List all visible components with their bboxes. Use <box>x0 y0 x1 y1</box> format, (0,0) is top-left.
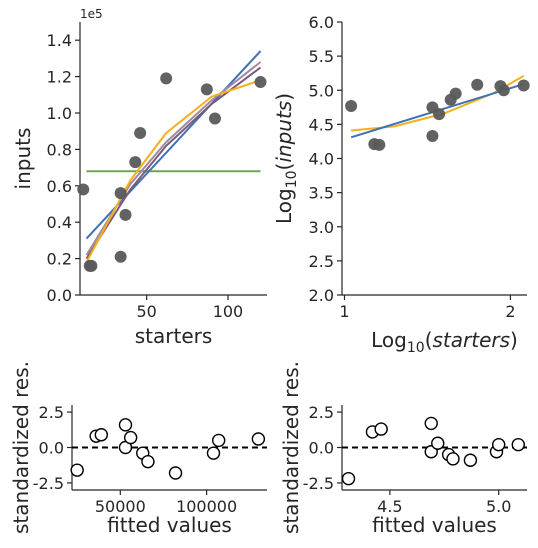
y-tick-label: 3.0 <box>309 218 334 237</box>
data-point <box>431 436 445 450</box>
y-tick-label: 0.0 <box>39 439 64 458</box>
data-point <box>341 471 356 486</box>
data-point <box>345 99 358 112</box>
data-point <box>497 84 510 97</box>
data-point <box>206 446 221 460</box>
x-axis-label: fitted values <box>372 513 497 537</box>
y-tick-label: 2.0 <box>309 286 334 305</box>
y-axis-label: Log10(inputs) <box>272 93 300 224</box>
data-point <box>374 422 388 436</box>
y-tick-label: 0.0 <box>309 439 334 458</box>
data-point <box>77 183 90 196</box>
y-axis-label: inputs <box>11 128 35 190</box>
data-point <box>373 138 386 151</box>
y-tick-label: -2.5 <box>33 474 64 493</box>
data-point <box>492 437 506 452</box>
data-point <box>134 127 147 140</box>
x-tick-label: 1 <box>339 302 349 321</box>
y-tick-label: 4.5 <box>309 115 334 134</box>
data-point <box>94 428 109 442</box>
y-tick-label: 2.5 <box>309 252 334 271</box>
fit-line <box>85 66 262 260</box>
data-point <box>426 129 439 142</box>
y-axis-label: standardized res. <box>9 361 33 534</box>
y-tick-label: 0.6 <box>47 177 72 196</box>
y-axis-label: standardized res. <box>279 361 303 534</box>
data-point <box>446 452 460 466</box>
fit-line <box>85 50 262 240</box>
data-point <box>463 453 478 467</box>
data-point <box>449 87 462 100</box>
y-tick-label: -2.5 <box>303 474 334 493</box>
x-tick-label: 5.0 <box>486 497 511 516</box>
data-point <box>119 208 132 221</box>
data-point <box>129 156 142 169</box>
data-point <box>168 466 183 480</box>
data-point <box>141 454 155 469</box>
y-tick-label: 2.5 <box>39 403 64 422</box>
data-point <box>114 250 127 263</box>
x-tick-label: 4.5 <box>377 497 402 516</box>
data-point <box>85 259 98 272</box>
y-tick-label: 5.5 <box>309 47 334 66</box>
x-tick-label: 2 <box>505 302 515 321</box>
data-point <box>424 416 438 431</box>
y-tick-label: 1.4 <box>47 31 72 50</box>
data-point <box>433 108 446 121</box>
y-tick-label: 0.0 <box>47 286 72 305</box>
data-point <box>123 430 138 445</box>
data-point <box>118 418 133 432</box>
x-axis-label: fitted values <box>107 513 232 537</box>
y-tick-label: 6.0 <box>309 13 334 32</box>
y-tick-label: 1.2 <box>47 68 72 87</box>
x-tick-label: 50000 <box>95 497 146 516</box>
data-point <box>251 432 266 446</box>
y-tick-label: 4.0 <box>309 150 334 169</box>
data-point <box>160 72 173 85</box>
data-point <box>208 112 221 125</box>
x-tick-label: 50 <box>136 302 156 321</box>
data-point <box>517 79 530 92</box>
x-axis-label: starters <box>135 324 213 348</box>
y-tick-label: 3.5 <box>309 184 334 203</box>
data-point <box>211 433 226 448</box>
offset-text: 1e5 <box>80 7 103 21</box>
y-tick-label: 0.2 <box>47 250 72 269</box>
fit-line <box>85 61 262 256</box>
y-tick-label: 2.5 <box>309 403 334 422</box>
y-tick-label: 5.0 <box>309 81 334 100</box>
x-tick-label: 100 <box>213 302 244 321</box>
x-axis-label: Log10(starters) <box>371 328 518 356</box>
y-tick-label: 0.8 <box>47 140 72 159</box>
panel-p2: 2.0 2.5 3.0 3.5 4.0 4.5 5.0 5.5 6.0 1 2 Log10(start… <box>272 13 530 356</box>
data-point <box>114 187 127 200</box>
panel-p1: 0.0 0.2 0.4 0.6 0.8 1.0 1.2 1.4 50 100 1e5 starters… <box>11 7 267 348</box>
data-point <box>511 437 525 452</box>
data-point <box>254 76 267 89</box>
y-tick-label: 1.0 <box>47 104 72 123</box>
x-tick-label: 100000 <box>176 497 237 516</box>
data-point <box>70 463 84 477</box>
data-point <box>471 78 484 91</box>
y-tick-label: 0.4 <box>47 213 72 232</box>
data-point <box>200 83 213 96</box>
